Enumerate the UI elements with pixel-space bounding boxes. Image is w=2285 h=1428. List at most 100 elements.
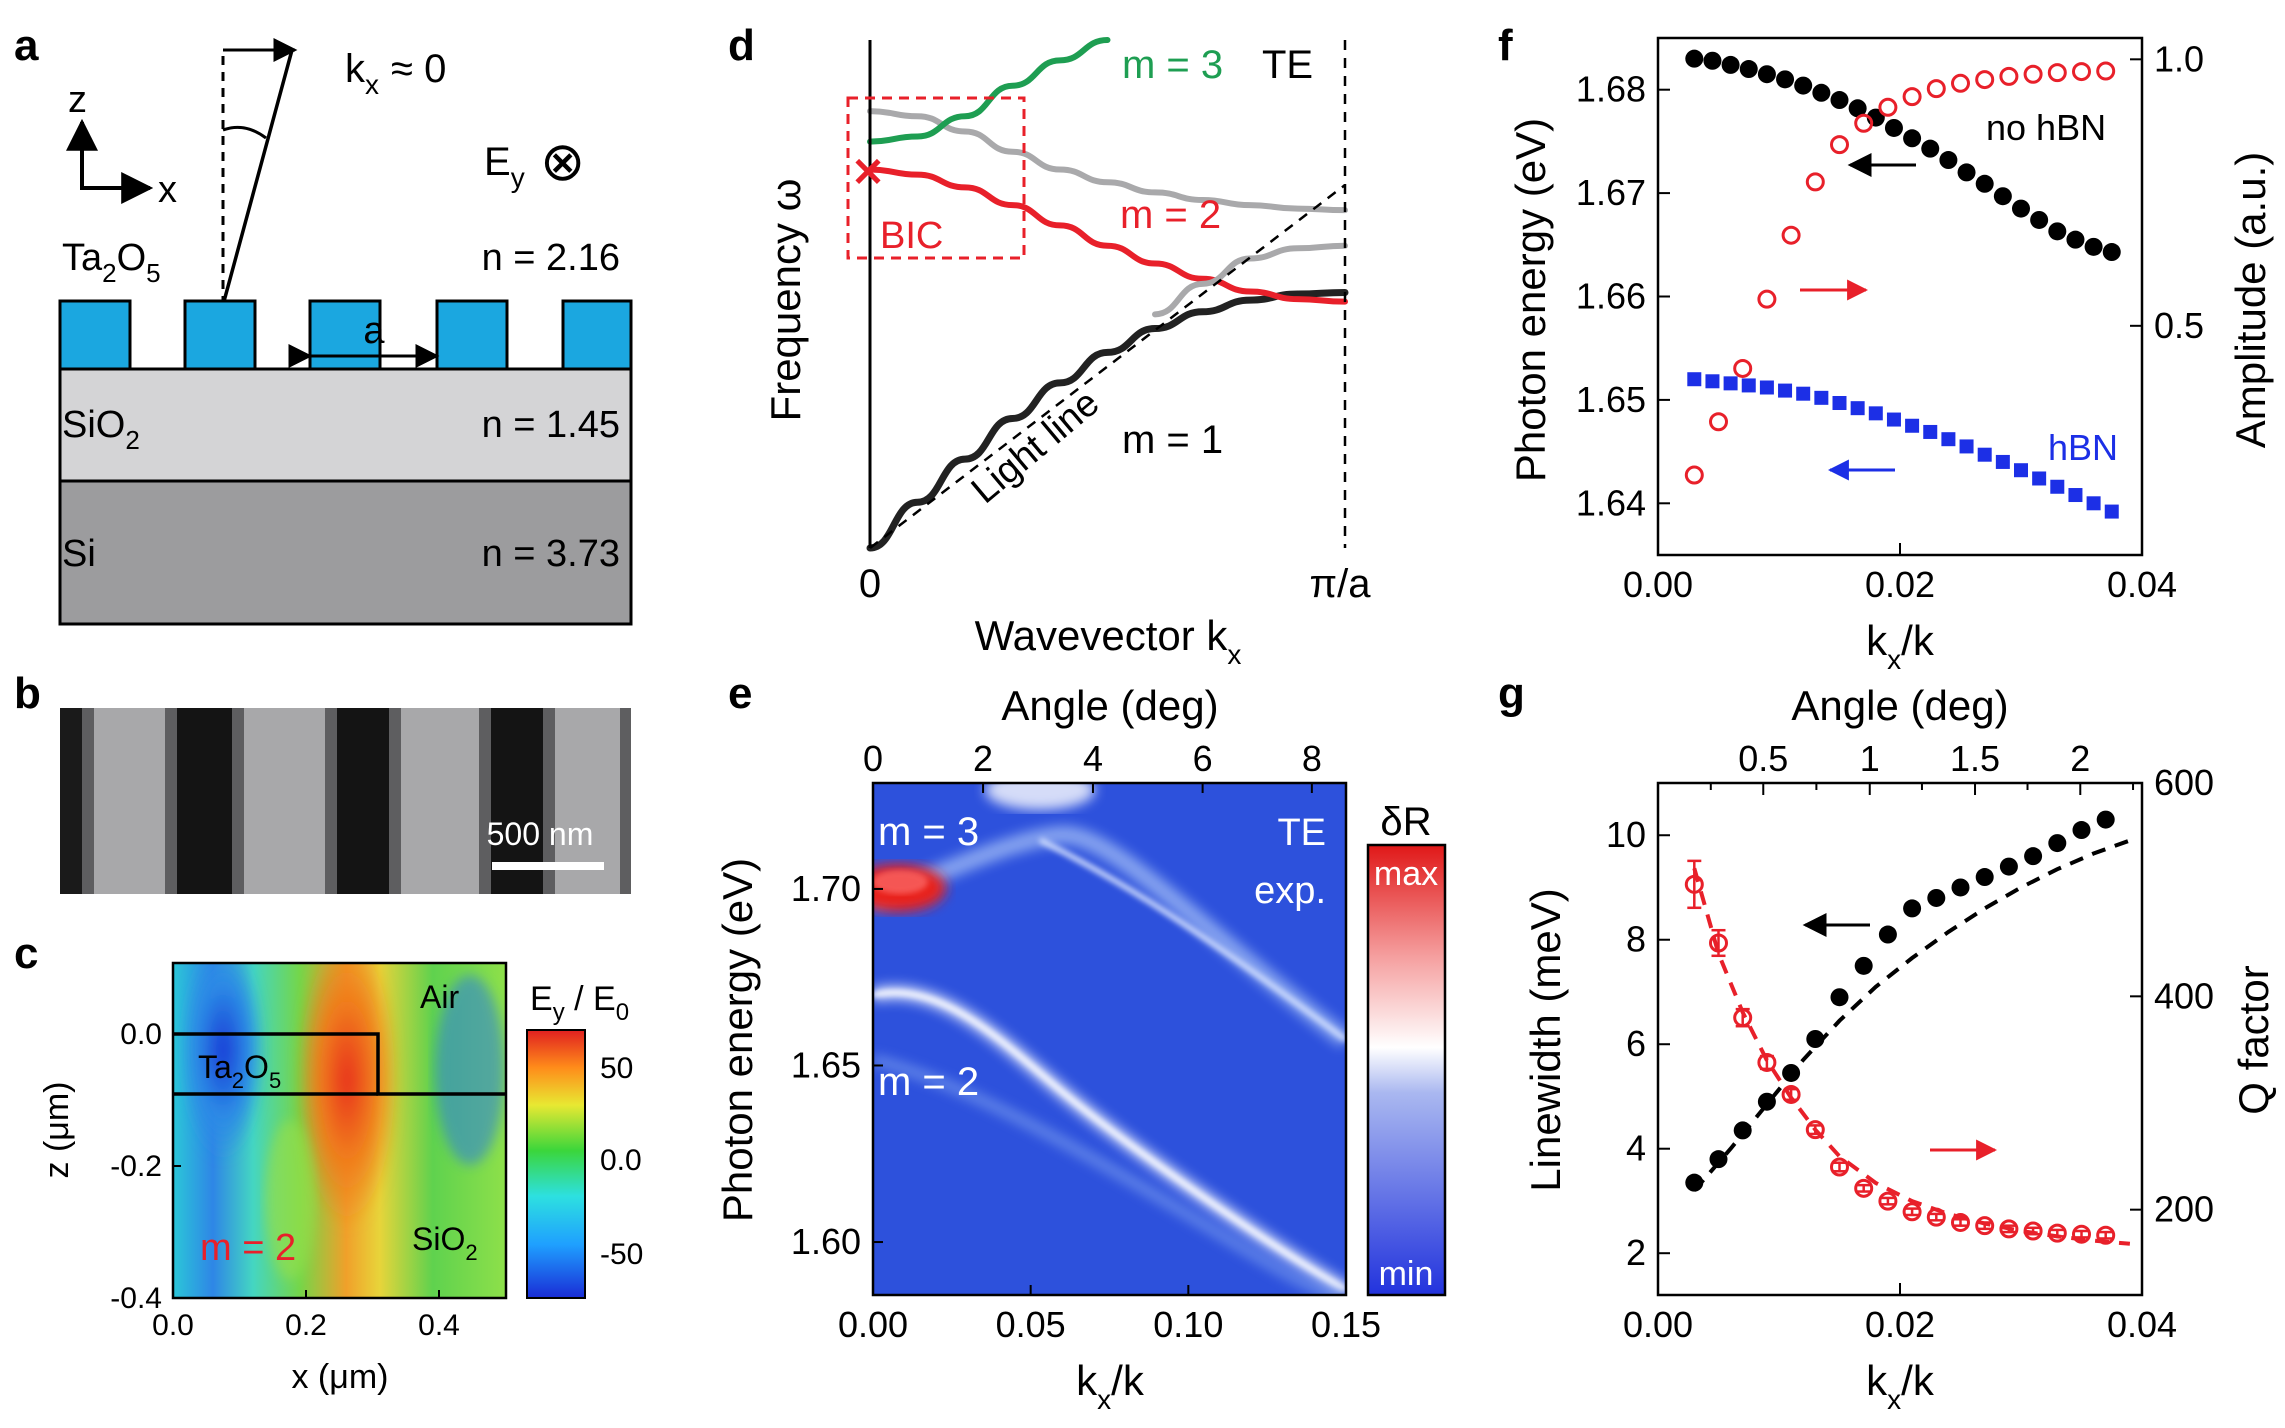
panel-label-e: e xyxy=(728,669,752,718)
f-plot: 0.00 0.02 0.04 1.68 1.67 1.66 1.65 1.64 1.0 0.5 xyxy=(1576,38,2204,605)
panel-label-g: g xyxy=(1498,669,1525,718)
grating xyxy=(58,299,633,371)
g-point-linewidth xyxy=(1903,899,1922,918)
f-point-amplitude xyxy=(1757,289,1777,309)
layer-label-sio2: SiO2 xyxy=(62,404,140,455)
g-ytick-label: 2 xyxy=(1626,1232,1646,1273)
f-point-nohbn xyxy=(1957,163,1976,182)
e-xtick-label: 0.15 xyxy=(1311,1304,1381,1345)
panel-d: ✕ BIC m = 3 TE m = 2 m = 1 Light line 0 … xyxy=(762,37,1371,670)
c-cbar-tick-2: -50 xyxy=(600,1238,643,1271)
f-point-amplitude xyxy=(2096,61,2116,81)
panel-label-f: f xyxy=(1498,21,1513,70)
c-colorbar xyxy=(526,1029,586,1299)
f-point-nohbn xyxy=(1757,65,1776,84)
label-sio2: SiO2 xyxy=(412,1221,478,1265)
e-top-tick-label: 8 xyxy=(1302,738,1322,779)
layer-label-si: Si xyxy=(62,533,96,575)
d-series-upper-gray xyxy=(867,108,1348,214)
f-xtick-label: 0.04 xyxy=(2107,564,2177,605)
g-point-q xyxy=(1878,1191,1898,1211)
d-label-te: TE xyxy=(1262,43,1313,87)
e-cbar-max: max xyxy=(1374,855,1438,893)
f-ytick-label: 1.65 xyxy=(1576,379,1646,420)
g-point-q xyxy=(1757,1052,1777,1072)
layer-sio2 xyxy=(58,367,633,483)
f-point-hbn xyxy=(1832,396,1847,411)
g-xtick-label: 0.02 xyxy=(1865,1304,1935,1345)
c-ytick-0: 0.0 xyxy=(120,1018,162,1051)
g-ytick-label: 4 xyxy=(1626,1128,1646,1169)
d-bic-marker-icon: ✕ xyxy=(851,151,885,195)
f-point-hbn xyxy=(1741,378,1756,393)
ey-direction-icon: ⊗ xyxy=(540,132,585,192)
g-top-tick-label: 2 xyxy=(2070,738,2090,779)
g-top-xlabel: Angle (deg) xyxy=(1791,682,2008,729)
f-point-nohbn xyxy=(1848,99,1867,118)
f-point-hbn xyxy=(1959,439,1974,454)
e-cbar-title: δR xyxy=(1380,800,1431,844)
g-ytick-label: 10 xyxy=(1606,814,1646,855)
e-ytick-label: 1.60 xyxy=(791,1221,861,1262)
ey-label: Ey xyxy=(484,140,525,193)
g-y2tick-label: 200 xyxy=(2154,1189,2214,1230)
panel-c: Air Ta2O5 SiO2 m = 2 0.0 0.2 0.4 0.0 -0.… xyxy=(38,961,643,1396)
g-point-q xyxy=(1830,1157,1849,1177)
f-point-amplitude xyxy=(1805,172,1825,192)
e-label-exp: exp. xyxy=(1254,870,1326,912)
f-point-amplitude xyxy=(1733,358,1753,378)
d-label-bic: BIC xyxy=(880,215,943,257)
e-top-tick-label: 4 xyxy=(1083,738,1103,779)
e-ytick-label: 1.70 xyxy=(791,868,861,909)
c-xtick-2: 0.4 xyxy=(418,1309,460,1342)
g-plot: 0.00 0.02 0.04 10 8 6 4 2 600 400 200 0.5 1 1.5 2 xyxy=(1606,738,2214,1345)
f-y2tick-label: 0.5 xyxy=(2154,305,2204,346)
g-point-q xyxy=(2047,1223,2067,1243)
f-point-nohbn xyxy=(1812,83,1831,102)
c-xtick-0: 0.0 xyxy=(152,1309,194,1342)
f-point-nohbn xyxy=(2012,199,2030,218)
f-point-amplitude xyxy=(1709,412,1728,432)
panel-label-d: d xyxy=(728,21,755,70)
f-point-nohbn xyxy=(2084,237,2103,256)
kx-label: kx ≈ 0 xyxy=(345,47,446,100)
e-ytick-label: 1.65 xyxy=(791,1044,861,1085)
f-point-nohbn xyxy=(1903,129,1922,148)
g-xlabel: kx/k xyxy=(1866,1357,1935,1415)
panel-f: 0.00 0.02 0.04 1.68 1.67 1.66 1.65 1.64 1.0 0.5 n… xyxy=(1507,36,2274,675)
f-point-nohbn xyxy=(1975,174,1994,193)
e-top-xlabel: Angle (deg) xyxy=(1001,682,1218,729)
e-top-tick-label: 2 xyxy=(973,738,993,779)
f-point-nohbn xyxy=(1685,49,1704,68)
f-xtick-label: 0.00 xyxy=(1623,564,1693,605)
f-point-hbn xyxy=(1814,390,1829,405)
f-point-nohbn xyxy=(1703,51,1722,70)
f-point-amplitude xyxy=(2023,64,2043,84)
f-xtick-label: 0.02 xyxy=(1865,564,1935,605)
f-point-nohbn xyxy=(2066,230,2085,249)
g-point-q xyxy=(1709,933,1728,953)
f-point-hbn xyxy=(1705,374,1720,389)
f-label-hbn: hBN xyxy=(2048,427,2118,468)
f-point-hbn xyxy=(1886,412,1901,427)
g-point-q xyxy=(1902,1202,1922,1222)
f-point-hbn xyxy=(2014,463,2028,478)
f-point-hbn xyxy=(2032,471,2047,486)
f-point-nohbn xyxy=(1939,151,1958,170)
g-fit-linewidth-fit xyxy=(1692,838,2131,1192)
g-xtick-label: 0.00 xyxy=(1623,1304,1693,1345)
g-point-linewidth xyxy=(2048,834,2067,853)
g-point-q xyxy=(1951,1212,1970,1232)
e-colorbar xyxy=(1366,843,1447,1297)
f-point-nohbn xyxy=(1884,118,1903,137)
g-point-q xyxy=(1781,1084,1801,1104)
g-point-linewidth xyxy=(1830,988,1849,1007)
f-point-nohbn xyxy=(1739,60,1758,79)
e-xtick-label: 0.10 xyxy=(1153,1304,1223,1345)
e-top-tick-label: 0 xyxy=(863,738,883,779)
c-cbar-tick-1: 0.0 xyxy=(600,1144,642,1177)
g-point-q xyxy=(2072,1224,2091,1244)
d-series-lower-gray xyxy=(1152,242,1348,318)
f-point-amplitude xyxy=(1684,465,1704,485)
